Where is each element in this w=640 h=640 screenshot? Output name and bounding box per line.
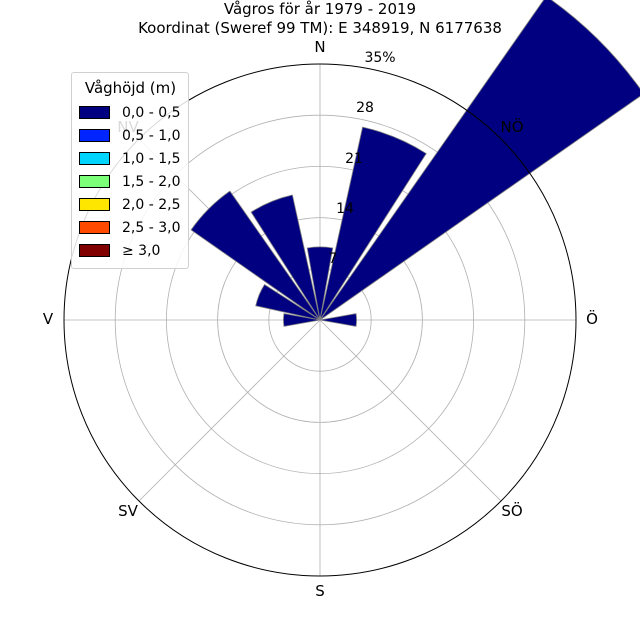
radial-tick-21: 21 bbox=[345, 151, 363, 167]
direction-label-se: SÖ bbox=[501, 502, 523, 520]
legend-swatch bbox=[79, 198, 110, 211]
legend-swatch bbox=[79, 244, 110, 257]
radial-gridline bbox=[114, 114, 526, 526]
angular-gridline bbox=[138, 319, 321, 502]
legend-item: 2,5 - 3,0 bbox=[79, 216, 182, 239]
legend-label: 0,5 - 1,0 bbox=[122, 127, 181, 144]
polar-frame bbox=[63, 63, 577, 577]
direction-label-e: Ö bbox=[586, 310, 598, 328]
legend-label: ≥ 3,0 bbox=[122, 242, 161, 259]
angular-gridline bbox=[319, 319, 502, 502]
direction-label-ne: NÖ bbox=[500, 118, 524, 136]
rose-sector bbox=[190, 190, 321, 321]
radial-tick-35: 35% bbox=[364, 50, 396, 66]
legend-item: 0,0 - 0,5 bbox=[79, 101, 182, 124]
direction-label-w: V bbox=[42, 310, 54, 328]
legend-swatch bbox=[79, 175, 110, 188]
radial-tick-7: 7 bbox=[328, 251, 338, 267]
chart-title: Vågros för år 1979 - 2019 bbox=[223, 0, 417, 18]
legend-label: 2,5 - 3,0 bbox=[122, 219, 181, 236]
direction-label-sw: SV bbox=[118, 502, 138, 520]
legend-item: 1,5 - 2,0 bbox=[79, 170, 182, 193]
legend-item: 1,0 - 1,5 bbox=[79, 147, 182, 170]
legend-swatch bbox=[79, 129, 110, 142]
legend-title: Våghöjd (m) bbox=[84, 79, 177, 97]
direction-label-s: S bbox=[315, 582, 325, 600]
rose-sector bbox=[319, 126, 427, 321]
rose-sector bbox=[283, 313, 321, 327]
rose-sector bbox=[319, 313, 357, 327]
legend-swatch bbox=[79, 221, 110, 234]
radial-tick-28: 28 bbox=[356, 100, 374, 116]
chart-subtitle: Koordinat (Sweref 99 TM): E 348919, N 61… bbox=[138, 19, 502, 37]
legend-swatch bbox=[79, 152, 110, 165]
radial-tick-14: 14 bbox=[336, 201, 354, 217]
legend-swatch bbox=[79, 106, 110, 119]
legend-item: 0,5 - 1,0 bbox=[79, 124, 182, 147]
rose-sector bbox=[306, 246, 334, 321]
legend-label: 0,0 - 0,5 bbox=[122, 104, 181, 121]
legend-label: 2,0 - 2,5 bbox=[122, 196, 181, 213]
legend: Våghöjd (m) 0,0 - 0,5 0,5 - 1,0 1,0 - 1,… bbox=[71, 72, 189, 269]
legend-label: 1,5 - 2,0 bbox=[122, 173, 181, 190]
legend-item: 2,0 - 2,5 bbox=[79, 193, 182, 216]
legend-label: 1,0 - 1,5 bbox=[122, 150, 181, 167]
rose-sector bbox=[250, 194, 321, 321]
rose-sector bbox=[319, 0, 640, 321]
direction-label-n: N bbox=[314, 38, 326, 56]
rose-sector bbox=[255, 284, 321, 321]
radial-gridline bbox=[165, 165, 475, 475]
legend-item: ≥ 3,0 bbox=[79, 239, 182, 262]
radial-gridline bbox=[217, 217, 423, 423]
